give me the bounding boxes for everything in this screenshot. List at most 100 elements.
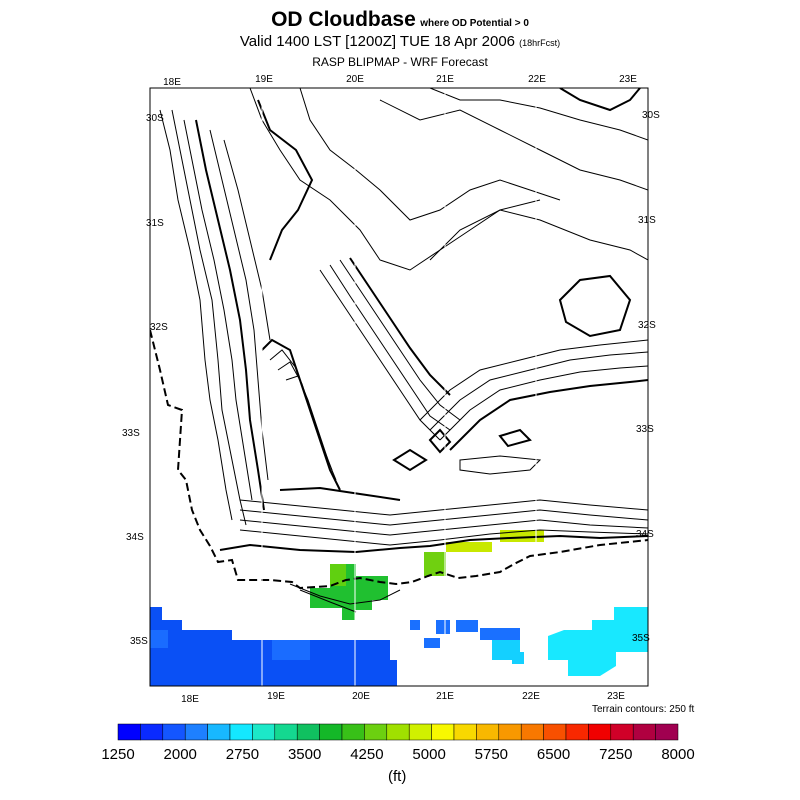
- color-scale-swatch: [453, 723, 477, 741]
- color-scale-swatch: [274, 723, 298, 741]
- right-lat-label: 32S: [638, 320, 656, 331]
- contour: [249, 88, 541, 271]
- contour: [429, 88, 648, 141]
- cloudbase-fill-blue-west-b: [150, 630, 310, 660]
- top-lon-label: 18E: [163, 77, 181, 88]
- contour: [239, 519, 648, 536]
- contour: [379, 99, 648, 191]
- color-scale-swatch: [162, 723, 186, 741]
- color-scale-swatch: [207, 723, 231, 741]
- left-lat-label: 30S: [146, 113, 164, 124]
- color-scale-swatch: [543, 723, 567, 741]
- bottom-lon-label: 20E: [352, 691, 370, 702]
- coastline: [150, 329, 648, 590]
- right-lat-label: 31S: [638, 215, 656, 226]
- contour: [339, 259, 461, 421]
- cloudbase-fill-blue-mid: [410, 620, 520, 648]
- color-scale-swatch: [632, 723, 656, 741]
- contour: [329, 264, 451, 431]
- contour: [319, 269, 441, 441]
- color-scale-label: 3500: [288, 746, 321, 763]
- color-scale-label: 7250: [599, 746, 632, 763]
- color-scale-swatch: [655, 723, 679, 741]
- contour: [239, 529, 648, 546]
- contour: [285, 375, 329, 461]
- cloudbase-fill-green-west: [310, 564, 388, 620]
- cloudbase-fill-cyan-east-b: [492, 640, 524, 664]
- coast-bold: [219, 534, 648, 554]
- top-lon-label: 22E: [528, 74, 546, 85]
- color-scale-swatch: [386, 723, 410, 741]
- contour: [498, 428, 532, 448]
- contour: [299, 88, 561, 221]
- color-scale-swatch: [140, 723, 164, 741]
- color-scale-swatch: [498, 723, 522, 741]
- bottom-lon-label: 18E: [181, 694, 199, 705]
- color-scale-label: 6500: [537, 746, 570, 763]
- map-title: OD Cloudbase where OD Potential > 0: [0, 8, 800, 32]
- bottom-lon-label: 19E: [267, 691, 285, 702]
- title-qualifier: where OD Potential > 0: [420, 18, 529, 29]
- terrain-note: Terrain contours: 250 ft: [592, 704, 695, 715]
- color-scale-label: 1250: [101, 746, 134, 763]
- left-lat-label: 32S: [150, 322, 168, 333]
- cloudbase-fill-yellow-strip: [446, 530, 544, 552]
- color-scale-label: 5750: [475, 746, 508, 763]
- contour: [439, 365, 648, 441]
- graticule: [261, 88, 537, 686]
- bottom-lon-label: 23E: [607, 691, 625, 702]
- right-lat-label: 30S: [642, 110, 660, 121]
- source-line: RASP BLIPMAP - WRF Forecast: [312, 55, 488, 69]
- cloudbase-fill-cyan-east: [548, 607, 648, 676]
- color-scale-swatch: [252, 723, 276, 741]
- contour: [239, 499, 648, 516]
- contour: [195, 119, 265, 511]
- top-lon-label: 21E: [436, 74, 454, 85]
- color-scale-bar: [117, 723, 679, 741]
- color-scale-labels: 1250 2000 2750 3500 4250 5000 5750 6500 7250 8000: [101, 746, 694, 763]
- contour: [261, 338, 341, 491]
- color-scale-swatch: [341, 723, 365, 741]
- contour: [428, 428, 452, 454]
- color-scale-label: 8000: [661, 746, 694, 763]
- color-scale-swatch: [431, 723, 455, 741]
- contour: [558, 274, 632, 338]
- contour: [459, 455, 542, 475]
- contour: [392, 448, 428, 472]
- contour: [289, 583, 401, 605]
- color-scale-swatch: [296, 723, 320, 741]
- contour: [419, 339, 648, 421]
- contour: [183, 119, 253, 501]
- right-lat-label: 34S: [636, 529, 654, 540]
- cloudbase-fill-green-mid: [424, 552, 446, 576]
- top-lon-label: 19E: [255, 74, 273, 85]
- contour: [171, 109, 247, 526]
- color-scale-label: 4250: [350, 746, 383, 763]
- contour: [429, 351, 648, 431]
- color-scale-label: 5000: [412, 746, 445, 763]
- color-scale-units: (ft): [388, 768, 407, 785]
- color-scale-swatch: [408, 723, 432, 741]
- valid-time-line: Valid 1400 LST [1200Z] TUE 18 Apr 2006 (…: [0, 33, 800, 50]
- bottom-lon-label: 22E: [522, 691, 540, 702]
- color-scale-swatch: [588, 723, 612, 741]
- color-scale-swatch: [229, 723, 253, 741]
- color-scale-swatch: [184, 723, 208, 741]
- contour: [429, 209, 648, 261]
- color-scale-swatch: [364, 723, 388, 741]
- contour: [449, 379, 648, 451]
- axis-labels: 18E 19E 20E 21E 22E 23E 18E 19E 20E 21E …: [122, 74, 660, 705]
- color-scale-swatch: [319, 723, 343, 741]
- contour: [299, 589, 357, 613]
- bottom-lon-label: 21E: [436, 691, 454, 702]
- contour: [257, 99, 314, 261]
- color-scale-swatch: [610, 723, 634, 741]
- right-lat-label: 33S: [636, 424, 654, 435]
- left-lat-label: 33S: [122, 428, 140, 439]
- top-lon-label: 20E: [346, 74, 364, 85]
- color-scale-swatch: [117, 723, 141, 741]
- contour: [239, 509, 648, 526]
- contour: [279, 486, 401, 501]
- contour: [349, 257, 451, 396]
